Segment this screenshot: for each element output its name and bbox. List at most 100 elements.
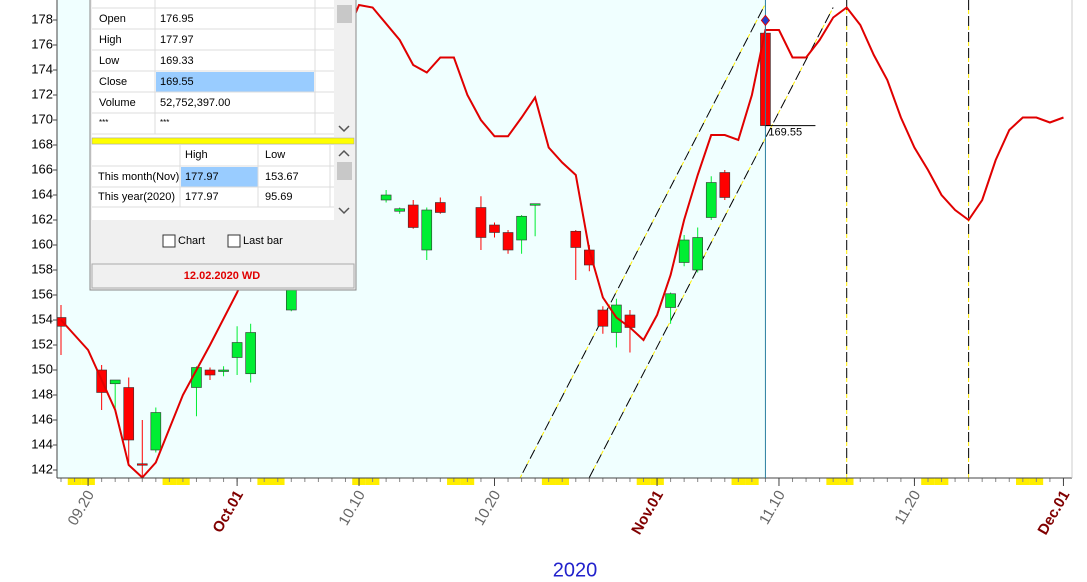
scrollbar[interactable] — [334, 145, 353, 220]
checkbox[interactable] — [227, 234, 241, 248]
candle-body — [380, 194, 392, 201]
candle-body — [218, 369, 229, 372]
row-value: 95.69 — [265, 191, 293, 203]
checkbox-label[interactable]: Last bar — [243, 235, 283, 247]
row-value: 169.55 — [160, 76, 194, 88]
candle-body — [285, 287, 297, 311]
candle-body — [516, 215, 527, 241]
y-tick-label: 172 — [31, 86, 53, 101]
row-value: 177.97 — [185, 171, 219, 183]
price-label: 169.55 — [768, 127, 802, 139]
column-header: Low — [265, 149, 285, 161]
forecast-line — [60, 3, 1064, 478]
y-tick-label: 148 — [31, 386, 53, 401]
row-label: This month(Nov) — [98, 171, 179, 183]
y-tick-label: 144 — [31, 436, 53, 451]
candle-body — [109, 379, 121, 385]
values-table — [92, 0, 334, 137]
x-tick-label: 11.10 — [756, 487, 789, 527]
candle-body — [475, 207, 487, 238]
y-tick-label: 142 — [31, 461, 53, 476]
row-label: Open — [99, 13, 126, 25]
plot-clip — [57, 0, 1064, 478]
y-tick-label: 166 — [31, 161, 53, 176]
data-window: Open 176.95 High 177.97 Low 169.33 Close… — [89, 0, 357, 291]
high-marker — [760, 14, 771, 27]
y-tick-label: 156 — [31, 286, 53, 301]
table-lines — [92, 0, 334, 135]
candle-body — [136, 463, 148, 466]
y-tick-label: 152 — [31, 336, 53, 351]
row-value: 176.95 — [160, 13, 194, 25]
row-value: 177.97 — [160, 34, 194, 46]
candle-body — [719, 172, 731, 198]
x-tick-label: 09.20 — [64, 487, 97, 528]
candle-body — [489, 224, 500, 233]
candle-body — [123, 387, 135, 441]
candle-body — [407, 204, 419, 228]
candle-body — [502, 232, 514, 251]
y-tick-label: 168 — [31, 136, 53, 151]
year-label: 2020 — [553, 559, 598, 581]
row-value: 153.67 — [265, 171, 299, 183]
selected-cell — [156, 72, 314, 92]
scroll-down[interactable] — [338, 125, 350, 133]
table-lines — [92, 145, 334, 208]
candle-body — [394, 208, 405, 212]
channel-line — [519, 3, 766, 478]
y-tick-label: 158 — [31, 261, 53, 276]
y-tick-label: 176 — [31, 36, 53, 51]
y-tick-label: 170 — [31, 111, 53, 126]
y-tick-label: 154 — [31, 311, 53, 326]
candle-body — [692, 237, 703, 271]
channel-line-accent — [519, 3, 766, 478]
checkbox[interactable] — [162, 234, 176, 248]
x-tick-label: 10.10 — [335, 487, 368, 528]
channel-line — [588, 7, 834, 478]
candle-body — [705, 182, 717, 218]
y-tick-label: 162 — [31, 211, 53, 226]
candle-body — [529, 203, 541, 206]
y-tick-label: 174 — [31, 61, 53, 76]
row-label: Volume — [99, 97, 136, 109]
row-value: *** — [160, 118, 169, 127]
row-value: 177.97 — [185, 191, 219, 203]
candle-body — [231, 342, 243, 358]
y-tick-label: 146 — [31, 411, 53, 426]
candle-body — [678, 239, 690, 263]
x-tick-label: 10.20 — [471, 487, 504, 528]
row-label: *** — [99, 118, 108, 127]
checkbox-label[interactable]: Chart — [178, 235, 205, 247]
separator — [91, 137, 355, 145]
row-label: This year(2020) — [98, 191, 175, 203]
candle-body — [597, 309, 609, 327]
x-tick-label: 11.20 — [891, 487, 924, 527]
candle-body — [245, 332, 256, 375]
x-tick-label: Nov.01 — [628, 487, 667, 537]
x-tick-label: Dec.01 — [1034, 487, 1073, 537]
scroll-up[interactable] — [338, 149, 350, 157]
y-tick-label: 164 — [31, 186, 53, 201]
candle-body — [421, 209, 433, 251]
row-value: 169.33 — [160, 55, 194, 67]
column-header: High — [185, 149, 208, 161]
candle-body — [570, 230, 582, 248]
row-label: Close — [99, 76, 127, 88]
selected-cell — [181, 167, 258, 187]
candle-body — [435, 202, 446, 213]
row-label: High — [99, 34, 122, 46]
scrollbar[interactable] — [334, 0, 353, 137]
scroll-down[interactable] — [338, 207, 350, 215]
row-label: Low — [99, 55, 119, 67]
candle-body — [204, 369, 216, 376]
scroll-thumb[interactable] — [337, 5, 352, 23]
footer-text: 12.02.2020 WD — [184, 270, 260, 282]
candle-body — [150, 412, 162, 451]
row-value: 52,752,397.00 — [160, 97, 230, 109]
x-tick-label: Oct.01 — [209, 487, 247, 535]
scroll-thumb[interactable] — [337, 162, 352, 180]
y-tick-label: 178 — [31, 11, 53, 26]
footer-box — [91, 263, 355, 289]
y-tick-label: 160 — [31, 236, 53, 251]
